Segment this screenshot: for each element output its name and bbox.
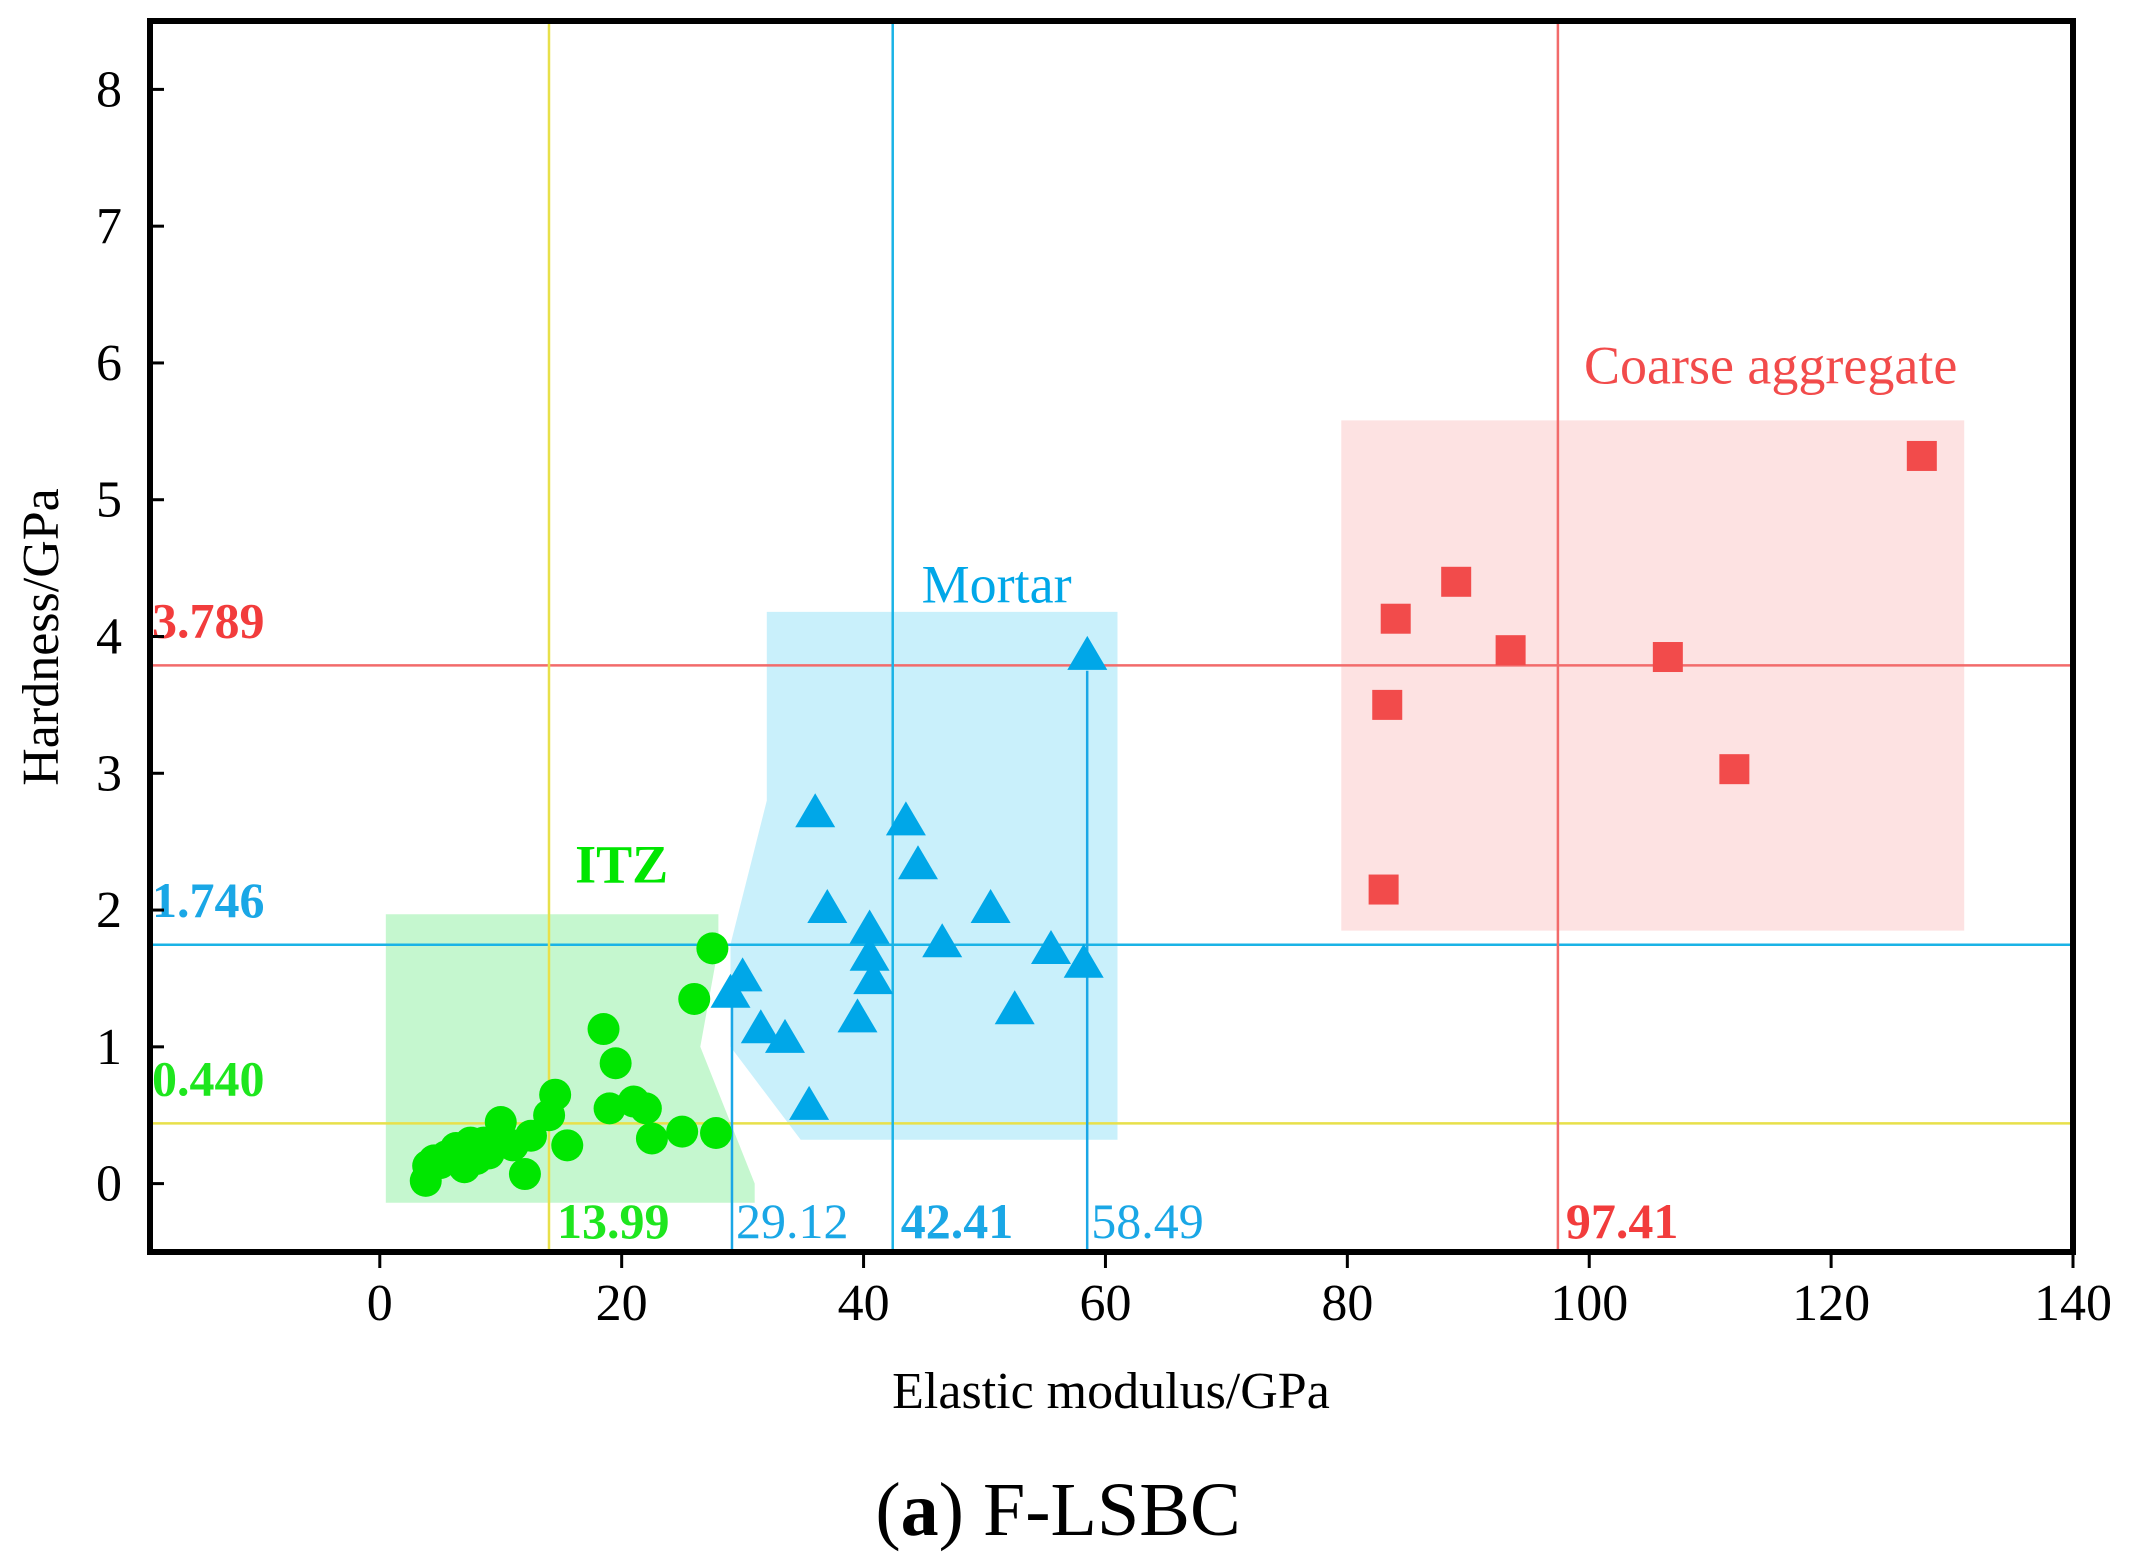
y-axis-ticks: 0 1 2 3 4 5 6 7 8 <box>96 61 164 1213</box>
mortar-point-18 <box>1063 943 1104 978</box>
x-tick-label-20: 20 <box>596 1275 648 1332</box>
mortar-point-17 <box>1031 930 1071 964</box>
coarse-aggregate-label: Coarse aggregate <box>1584 335 1957 395</box>
caption-name: F-LSBC <box>983 1468 1241 1552</box>
x-tick-label-60: 60 <box>1079 1275 1131 1332</box>
itz-point-23 <box>593 1092 626 1125</box>
mortar-point-9 <box>849 909 890 944</box>
mortar-label: Mortar <box>922 554 1072 614</box>
range-label-58-49: 58.49 <box>1091 1193 1204 1249</box>
itz-point-14 <box>472 1137 505 1170</box>
y-tick-label-2: 2 <box>96 882 122 939</box>
y-tick-label-5: 5 <box>96 472 122 529</box>
annotation-labels: ITZ Mortar Coarse aggregate 3.789 1.746 0.440… <box>152 335 1957 1249</box>
itz-point-29 <box>678 982 711 1015</box>
mortar-point-16 <box>994 990 1035 1025</box>
x-tick-label-0: 0 <box>367 1275 393 1332</box>
y-axis-label: Hardness/GPa <box>13 488 70 786</box>
y-tick-label-4: 4 <box>96 609 122 666</box>
x-axis-label: Elastic modulus/GPa <box>892 1363 1330 1420</box>
coarse-aggregate-point-3 <box>1380 603 1411 634</box>
mortar-point-8 <box>837 998 878 1033</box>
coarse-aggregate-point-8 <box>1906 440 1937 471</box>
mortar-point-15 <box>970 889 1011 923</box>
coarse-aggregate-point-4 <box>1441 566 1472 597</box>
itz-point-28 <box>666 1115 699 1148</box>
x-tick-label-100: 100 <box>1550 1275 1628 1332</box>
ref-label-42-41: 42.41 <box>901 1193 1014 1249</box>
y-tick-label-0: 0 <box>96 1156 122 1213</box>
coarse-aggregate-region <box>1341 420 1965 931</box>
x-tick-label-140: 140 <box>2034 1275 2112 1332</box>
coarse-aggregate-point-7 <box>1719 754 1750 785</box>
x-tick-label-80: 80 <box>1321 1275 1373 1332</box>
mortar-point-7 <box>807 889 848 923</box>
ref-label-13-99: 13.99 <box>557 1193 670 1249</box>
y-tick-label-6: 6 <box>96 335 122 392</box>
itz-point-26 <box>629 1092 662 1125</box>
coarse-aggregate-point-6 <box>1652 642 1683 673</box>
itz-point-31 <box>700 1117 733 1150</box>
cluster-regions <box>385 420 1965 1203</box>
ref-label-97-41: 97.41 <box>1566 1193 1679 1249</box>
mortar-point-19 <box>1067 635 1108 670</box>
itz-point-17 <box>508 1158 541 1191</box>
y-tick-label-3: 3 <box>96 745 122 802</box>
itz-point-30 <box>696 932 729 965</box>
itz-point-21 <box>551 1129 584 1162</box>
x-tick-label-120: 120 <box>1792 1275 1870 1332</box>
itz-point-24 <box>599 1047 632 1080</box>
y-tick-label-1: 1 <box>96 1019 122 1076</box>
data-points <box>409 440 1937 1197</box>
itz-point-20 <box>539 1078 572 1111</box>
itz-point-27 <box>635 1122 668 1155</box>
figure-caption: (a) F-LSBC <box>875 1468 1240 1552</box>
y-tick-label-7: 7 <box>96 198 122 255</box>
mortar-point-13 <box>898 845 938 880</box>
ref-label-0-440: 0.440 <box>152 1050 265 1106</box>
itz-label: ITZ <box>575 835 668 895</box>
x-axis-ticks: 0 20 40 60 80 100 120 140 <box>367 1252 2112 1332</box>
coarse-aggregate-point-5 <box>1495 635 1526 666</box>
coarse-aggregate-point-1 <box>1368 874 1399 905</box>
y-tick-label-8: 8 <box>96 61 122 118</box>
caption-letter: a <box>901 1468 939 1552</box>
mortar-point-2 <box>722 957 763 992</box>
ref-label-3-789: 3.789 <box>152 592 265 648</box>
mortar-point-6 <box>795 793 836 828</box>
mortar-point-11 <box>853 960 894 995</box>
range-label-29-12: 29.12 <box>736 1193 849 1249</box>
coarse-aggregate-point-2 <box>1372 689 1403 720</box>
itz-point-22 <box>587 1013 620 1046</box>
ref-label-1-746: 1.746 <box>152 872 265 928</box>
mortar-point-12 <box>885 801 926 836</box>
mortar-point-4 <box>765 1018 805 1053</box>
mortar-point-10 <box>849 936 890 971</box>
itz-point-18 <box>514 1119 547 1152</box>
mortar-point-3 <box>740 1009 781 1044</box>
mortar-point-14 <box>922 923 963 958</box>
x-tick-label-40: 40 <box>838 1275 890 1332</box>
reference-lines <box>150 21 2073 1252</box>
mortar-point-5 <box>789 1085 830 1120</box>
